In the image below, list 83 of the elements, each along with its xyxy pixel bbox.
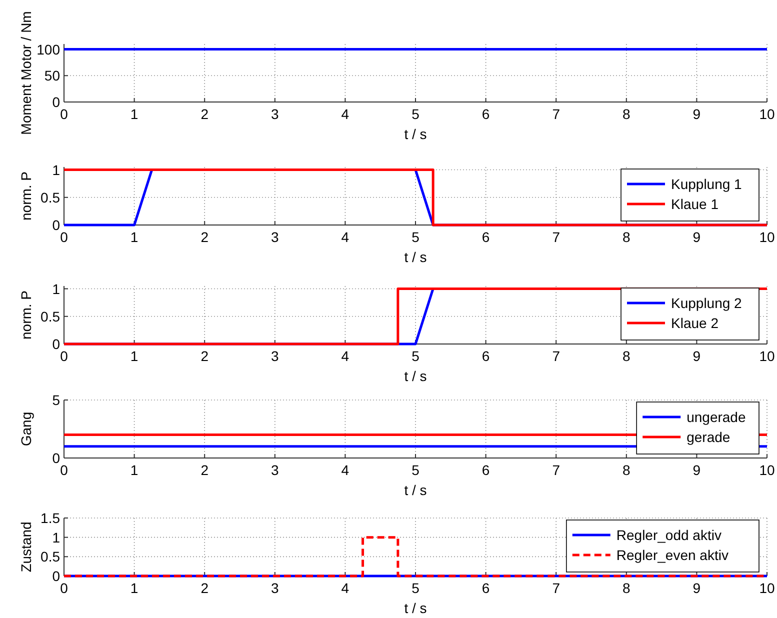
x-tick-label: 4 (341, 348, 350, 364)
x-tick-label: 6 (482, 229, 490, 245)
legend-label: gerade (686, 429, 730, 445)
x-tick-label: 7 (552, 229, 560, 245)
x-tick-label: 4 (341, 462, 350, 478)
x-tick-label: 2 (200, 580, 209, 596)
x-tick-label: 10 (759, 229, 775, 245)
x-tick-label: 5 (412, 229, 420, 245)
y-tick-label: 1 (52, 280, 60, 297)
x-tick-label: 2 (200, 106, 209, 122)
x-tick-label: 7 (552, 580, 560, 596)
y-tick-label: 100 (36, 41, 60, 58)
y-tick-label: 0.5 (40, 548, 60, 565)
y-tick-label: 0 (52, 217, 60, 233)
x-tick-label: 1 (130, 229, 138, 245)
x-axis-title: t / s (404, 126, 427, 142)
y-tick-label: 1 (52, 162, 60, 178)
x-tick-label: 2 (200, 229, 209, 245)
x-tick-label: 9 (692, 580, 701, 596)
x-tick-label: 6 (482, 348, 490, 364)
y-tick-label: 50 (44, 68, 60, 84)
y-axis-title: Gang (18, 412, 34, 446)
y-tick-label: 0 (52, 94, 60, 110)
legend-label: Regler_odd aktiv (616, 527, 722, 543)
x-tick-label: 10 (759, 462, 775, 478)
y-axis-title: norm. P (18, 171, 34, 221)
y-tick-label: 0 (52, 336, 60, 352)
legend-label: Regler_even aktiv (616, 547, 728, 563)
x-tick-label: 8 (622, 229, 630, 245)
x-tick-label: 3 (271, 106, 279, 122)
x-tick-label: 8 (622, 106, 630, 122)
x-tick-label: 9 (692, 348, 701, 364)
x-tick-label: 9 (692, 229, 701, 245)
legend-label: Kupplung 2 (671, 295, 742, 311)
x-tick-label: 3 (271, 462, 279, 478)
x-axis-title: t / s (404, 600, 427, 616)
x-tick-label: 7 (552, 348, 560, 364)
x-tick-label: 1 (130, 580, 138, 596)
x-axis-title: t / s (404, 368, 427, 384)
x-tick-label: 8 (622, 348, 630, 364)
legend-label: Klaue 2 (671, 315, 719, 331)
y-tick-label: 1 (52, 529, 60, 546)
y-axis-title: norm. P (18, 290, 34, 340)
x-tick-label: 5 (412, 348, 420, 364)
y-tick-label: 0 (52, 568, 60, 584)
x-tick-label: 10 (759, 580, 775, 596)
x-tick-label: 5 (412, 462, 420, 478)
x-tick-label: 2 (200, 462, 209, 478)
y-tick-label: 5 (52, 392, 60, 408)
y-tick-label: 0.5 (40, 308, 60, 324)
y-axis-title: Zustand (18, 522, 34, 572)
x-tick-label: 10 (759, 106, 775, 122)
x-tick-label: 1 (130, 348, 138, 364)
x-tick-label: 4 (341, 580, 350, 596)
x-tick-label: 3 (271, 580, 279, 596)
x-tick-label: 6 (482, 462, 490, 478)
x-tick-label: 6 (482, 106, 490, 122)
x-tick-label: 5 (412, 580, 420, 596)
x-tick-label: 3 (271, 229, 279, 245)
y-tick-label: 1.5 (40, 510, 60, 526)
x-axis-title: t / s (404, 249, 427, 265)
x-tick-label: 6 (482, 580, 490, 596)
legend-label: Kupplung 1 (671, 176, 742, 192)
x-tick-label: 4 (341, 106, 350, 122)
legend-label: Klaue 1 (671, 196, 719, 212)
y-axis-title: Moment Motor / Nm (18, 11, 34, 135)
x-tick-label: 3 (271, 348, 279, 364)
x-tick-label: 2 (200, 348, 209, 364)
x-tick-label: 1 (130, 462, 138, 478)
x-tick-label: 8 (622, 462, 630, 478)
x-tick-label: 1 (130, 106, 138, 122)
x-tick-label: 8 (622, 580, 630, 596)
x-tick-label: 9 (692, 106, 701, 122)
x-tick-label: 7 (552, 462, 560, 478)
x-tick-label: 7 (552, 106, 560, 122)
x-tick-label: 5 (412, 106, 420, 122)
y-tick-label: 0.5 (40, 189, 60, 206)
x-tick-label: 10 (759, 348, 775, 364)
legend-label: ungerade (686, 409, 746, 425)
y-tick-label: 0 (52, 450, 60, 466)
x-tick-label: 4 (341, 229, 350, 245)
x-tick-label: 9 (692, 462, 701, 478)
x-axis-title: t / s (404, 482, 427, 498)
